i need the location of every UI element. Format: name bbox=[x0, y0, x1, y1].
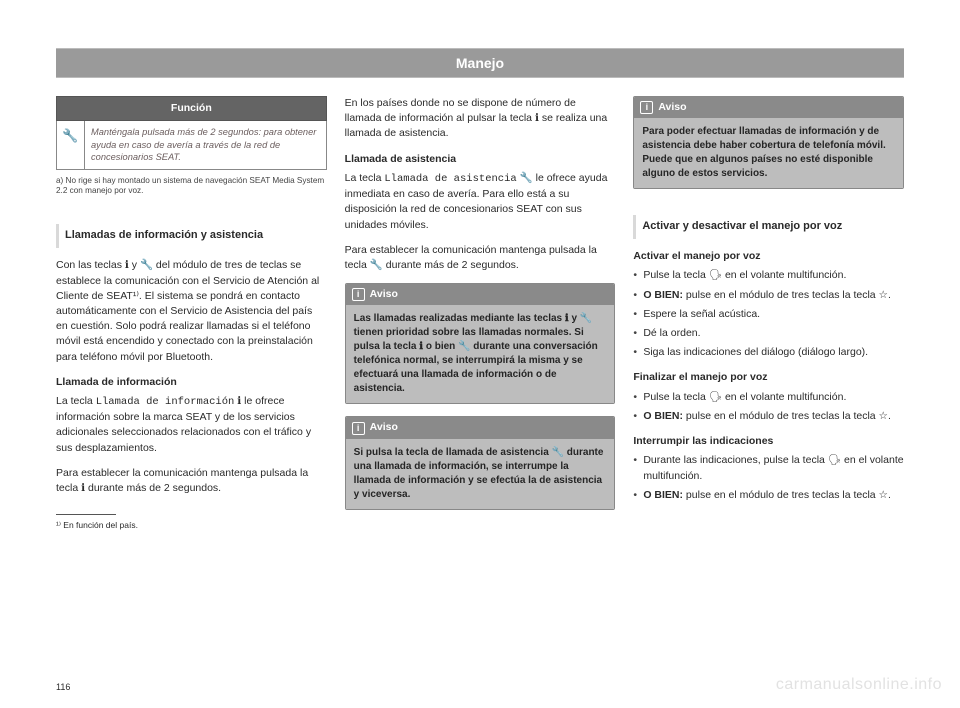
list-item: O BIEN: pulse en el módulo de tres tecla… bbox=[633, 409, 904, 424]
footnote-rule bbox=[56, 514, 116, 515]
list-item-rest: pulse en el módulo de tres teclas la tec… bbox=[683, 289, 891, 301]
info-icon: i bbox=[352, 288, 365, 301]
function-table-note: a) No rige si hay montado un sistema de … bbox=[56, 176, 327, 197]
aviso-interrupt-title: Aviso bbox=[370, 420, 398, 435]
subheading-end-voice: Finalizar el manejo por voz bbox=[633, 370, 904, 385]
list-item: Espere la señal acústica. bbox=[633, 307, 904, 322]
end-voice-list: Pulse la tecla 🗣 en el volante multifunc… bbox=[633, 390, 904, 424]
subheading-info-call: Llamada de información bbox=[56, 375, 327, 390]
subheading-assist-call: Llamada de asistencia bbox=[345, 152, 616, 167]
list-item: Dé la orden. bbox=[633, 326, 904, 341]
aviso-priority-body: Las llamadas realizadas mediante las tec… bbox=[346, 305, 615, 403]
info-call-desc: La tecla Llamada de información ℹ le ofr… bbox=[56, 394, 327, 456]
info-call-hold: Para establecer la comunicación mantenga… bbox=[56, 466, 327, 496]
info-icon: i bbox=[640, 101, 653, 114]
list-item-lead: O BIEN: bbox=[643, 489, 683, 501]
subheading-interrupt: Interrumpir las indicaciones bbox=[633, 434, 904, 449]
function-table-header: Función bbox=[57, 97, 327, 121]
list-item: O BIEN: pulse en el módulo de tres tecla… bbox=[633, 488, 904, 503]
watermark: carmanualsonline.info bbox=[776, 676, 942, 694]
info-call-code: Llamada de información bbox=[96, 396, 235, 408]
section-title-info-calls: Llamadas de información y asistencia bbox=[56, 224, 327, 248]
assist-call-code: Llamada de asistencia bbox=[384, 173, 516, 185]
aviso-interrupt-body: Si pulsa la tecla de llamada de asistenc… bbox=[346, 439, 615, 509]
info-calls-intro: Con las teclas ℹ y 🔧 del módulo de tres … bbox=[56, 258, 327, 365]
assist-call-hold: Para establecer la comunicación mantenga… bbox=[345, 243, 616, 273]
column-2: En los países donde no se dispone de núm… bbox=[345, 96, 616, 532]
list-item: Pulse la tecla 🗣 en el volante multifunc… bbox=[633, 390, 904, 405]
activate-voice-list: Pulse la tecla 🗣 en el volante multifunc… bbox=[633, 268, 904, 360]
column-3: i Aviso Para poder efectuar llamadas de … bbox=[633, 96, 904, 532]
function-table-desc-text: Manténgala pulsada más de 2 segundos: pa… bbox=[91, 127, 316, 162]
wrench-icon: 🔧 bbox=[57, 121, 85, 170]
no-info-number: En los países donde no se dispone de núm… bbox=[345, 96, 616, 142]
aviso-coverage-header: i Aviso bbox=[634, 97, 903, 118]
page-header: Manejo bbox=[56, 48, 904, 78]
aviso-interrupt: i Aviso Si pulsa la tecla de llamada de … bbox=[345, 416, 616, 509]
aviso-coverage-title: Aviso bbox=[658, 100, 686, 115]
aviso-coverage-body: Para poder efectuar llamadas de informac… bbox=[634, 118, 903, 188]
aviso-priority-title: Aviso bbox=[370, 287, 398, 302]
page-number: 116 bbox=[56, 682, 70, 692]
aviso-priority: i Aviso Las llamadas realizadas mediante… bbox=[345, 283, 616, 404]
list-item: Pulse la tecla 🗣 en el volante multifunc… bbox=[633, 268, 904, 283]
column-1: Función 🔧 Manténgala pulsada más de 2 se… bbox=[56, 96, 327, 532]
section-title-voice: Activar y desactivar el manejo por voz bbox=[633, 215, 904, 239]
assist-call-desc-a: La tecla bbox=[345, 172, 385, 184]
assist-call-desc: La tecla Llamada de asistencia 🔧 le ofre… bbox=[345, 171, 616, 233]
aviso-priority-header: i Aviso bbox=[346, 284, 615, 305]
list-item: Siga las indicaciones del diálogo (diálo… bbox=[633, 345, 904, 360]
aviso-interrupt-header: i Aviso bbox=[346, 417, 615, 438]
info-call-desc-a: La tecla bbox=[56, 395, 96, 407]
interrupt-list: Durante las indicaciones, pulse la tecla… bbox=[633, 453, 904, 503]
function-table: Función 🔧 Manténgala pulsada más de 2 se… bbox=[56, 96, 327, 170]
function-table-desc: Manténgala pulsada más de 2 segundos: pa… bbox=[85, 121, 327, 170]
list-item: Durante las indicaciones, pulse la tecla… bbox=[633, 453, 904, 483]
list-item-lead: O BIEN: bbox=[643, 289, 683, 301]
aviso-coverage: i Aviso Para poder efectuar llamadas de … bbox=[633, 96, 904, 189]
list-item-lead: O BIEN: bbox=[643, 410, 683, 422]
list-item: O BIEN: pulse en el módulo de tres tecla… bbox=[633, 288, 904, 303]
list-item-rest: pulse en el módulo de tres teclas la tec… bbox=[683, 489, 891, 501]
list-item-rest: pulse en el módulo de tres teclas la tec… bbox=[683, 410, 891, 422]
footnote-text: ¹⁾ En función del país. bbox=[56, 519, 327, 531]
info-icon: i bbox=[352, 422, 365, 435]
subheading-activate-voice: Activar el manejo por voz bbox=[633, 249, 904, 264]
